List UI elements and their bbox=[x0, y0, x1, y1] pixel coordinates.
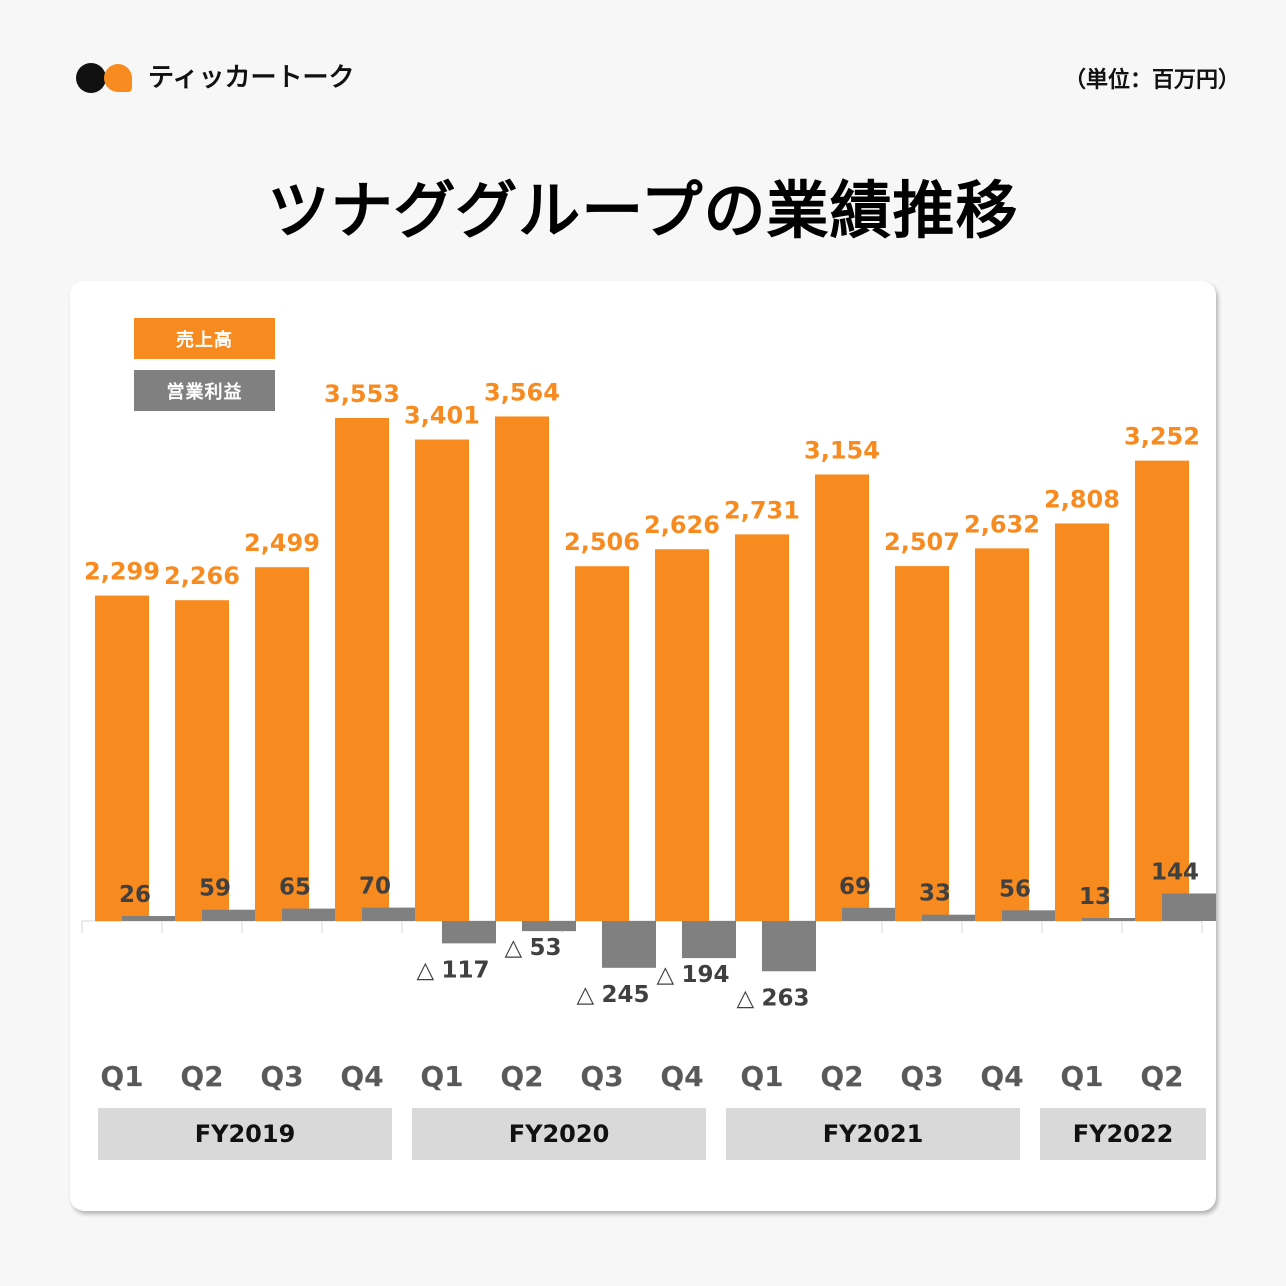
quarter-tick-label: Q1 bbox=[100, 1060, 143, 1093]
revenue-data-label: 2,632 bbox=[964, 510, 1040, 538]
negative-value: 245 bbox=[601, 982, 649, 1008]
operating-profit-data-label: 70 bbox=[359, 874, 391, 900]
operating-profit-bar bbox=[282, 908, 336, 921]
quarter-tick-label: Q2 bbox=[180, 1060, 223, 1093]
negative-value: 194 bbox=[681, 962, 729, 988]
revenue-data-label: 2,266 bbox=[164, 562, 240, 590]
negative-value: 53 bbox=[529, 935, 561, 961]
unit-label: （単位：百万円） bbox=[1063, 68, 1240, 93]
legend-revenue: 売上高 bbox=[134, 318, 275, 359]
revenue-bar bbox=[335, 418, 389, 921]
negative-triangle-icon: △ bbox=[736, 985, 761, 1011]
operating-profit-data-label: 144 bbox=[1151, 859, 1199, 885]
fiscal-year-label: FY2019 bbox=[98, 1108, 392, 1160]
speech-bubble-black-icon bbox=[76, 63, 106, 93]
negative-triangle-icon: △ bbox=[576, 982, 601, 1008]
revenue-data-label: 3,564 bbox=[484, 378, 560, 406]
operating-profit-bar bbox=[1082, 918, 1136, 921]
operating-profit-data-label: △ 194 bbox=[656, 962, 729, 988]
revenue-data-label: 3,553 bbox=[324, 380, 400, 408]
revenue-bar bbox=[975, 548, 1029, 921]
operating-profit-bar bbox=[842, 907, 896, 921]
revenue-data-label: 2,808 bbox=[1044, 485, 1120, 513]
operating-profit-bar bbox=[602, 921, 656, 968]
quarter-tick-label: Q4 bbox=[980, 1060, 1023, 1093]
quarter-tick-label: Q1 bbox=[420, 1060, 463, 1093]
quarter-tick-label: Q4 bbox=[660, 1060, 703, 1093]
revenue-data-label: 3,154 bbox=[804, 436, 880, 464]
revenue-data-label: 2,507 bbox=[884, 528, 960, 556]
quarter-tick-label: Q3 bbox=[580, 1060, 623, 1093]
revenue-data-label: 2,626 bbox=[644, 511, 720, 539]
operating-profit-bar bbox=[762, 921, 816, 972]
legend-operating-profit: 営業利益 bbox=[134, 370, 275, 411]
revenue-bar bbox=[95, 595, 149, 921]
revenue-data-label: 2,299 bbox=[84, 558, 160, 586]
negative-triangle-icon: △ bbox=[416, 957, 441, 983]
operating-profit-data-label: △ 263 bbox=[736, 985, 809, 1011]
operating-profit-data-label: 13 bbox=[1079, 884, 1111, 910]
quarter-tick-label: Q1 bbox=[740, 1060, 783, 1093]
operating-profit-data-label: 69 bbox=[839, 874, 871, 900]
operating-profit-data-label: △ 117 bbox=[416, 957, 489, 983]
quarter-tick-label: Q1 bbox=[1060, 1060, 1103, 1093]
negative-triangle-icon: △ bbox=[504, 935, 529, 961]
operating-profit-bar bbox=[122, 916, 176, 921]
revenue-bar bbox=[175, 600, 229, 921]
negative-triangle-icon: △ bbox=[656, 962, 681, 988]
chart-title: ツナググループの業績推移 bbox=[267, 174, 1019, 247]
revenue-data-label: 2,506 bbox=[564, 528, 640, 556]
quarter-tick-label: Q2 bbox=[1140, 1060, 1183, 1093]
revenue-bar bbox=[495, 416, 549, 921]
operating-profit-bar bbox=[922, 914, 976, 921]
revenue-bar bbox=[815, 474, 869, 921]
revenue-data-label: 2,731 bbox=[724, 496, 800, 524]
fiscal-year-label: FY2021 bbox=[726, 1108, 1020, 1160]
revenue-bar bbox=[735, 534, 789, 921]
revenue-bar bbox=[1055, 523, 1109, 921]
quarter-tick-label: Q3 bbox=[260, 1060, 303, 1093]
quarter-tick-label: Q3 bbox=[900, 1060, 943, 1093]
operating-profit-data-label: △ 53 bbox=[504, 935, 561, 961]
revenue-bar bbox=[1135, 460, 1189, 921]
quarter-tick-label: Q4 bbox=[340, 1060, 383, 1093]
revenue-bar bbox=[895, 566, 949, 921]
negative-value: 263 bbox=[761, 985, 809, 1011]
revenue-bar bbox=[415, 439, 469, 921]
operating-profit-bar bbox=[442, 921, 496, 944]
brand-name: ティッカートーク bbox=[148, 63, 355, 93]
revenue-data-label: 3,252 bbox=[1124, 423, 1200, 451]
fiscal-year-label: FY2022 bbox=[1040, 1108, 1206, 1160]
operating-profit-bar bbox=[682, 921, 736, 959]
operating-profit-data-label: 26 bbox=[119, 882, 151, 908]
quarter-tick-label: Q2 bbox=[820, 1060, 863, 1093]
speech-bubble-orange-icon bbox=[104, 64, 132, 92]
operating-profit-bar bbox=[1002, 910, 1056, 921]
revenue-bar bbox=[575, 566, 629, 921]
operating-profit-data-label: 59 bbox=[199, 876, 231, 902]
revenue-data-label: 2,499 bbox=[244, 529, 320, 557]
operating-profit-data-label: 65 bbox=[279, 875, 311, 901]
quarter-tick-label: Q2 bbox=[500, 1060, 543, 1093]
operating-profit-bar bbox=[522, 921, 576, 932]
operating-profit-bar bbox=[362, 907, 416, 921]
operating-profit-bar bbox=[1162, 893, 1216, 921]
operating-profit-bar bbox=[202, 909, 256, 921]
negative-value: 117 bbox=[441, 957, 489, 983]
revenue-bar bbox=[655, 549, 709, 921]
fiscal-year-label: FY2020 bbox=[412, 1108, 706, 1160]
revenue-bar bbox=[255, 567, 309, 921]
revenue-data-label: 3,401 bbox=[404, 402, 480, 430]
operating-profit-data-label: 56 bbox=[999, 876, 1031, 902]
operating-profit-data-label: △ 245 bbox=[576, 982, 649, 1008]
operating-profit-data-label: 33 bbox=[919, 881, 951, 907]
